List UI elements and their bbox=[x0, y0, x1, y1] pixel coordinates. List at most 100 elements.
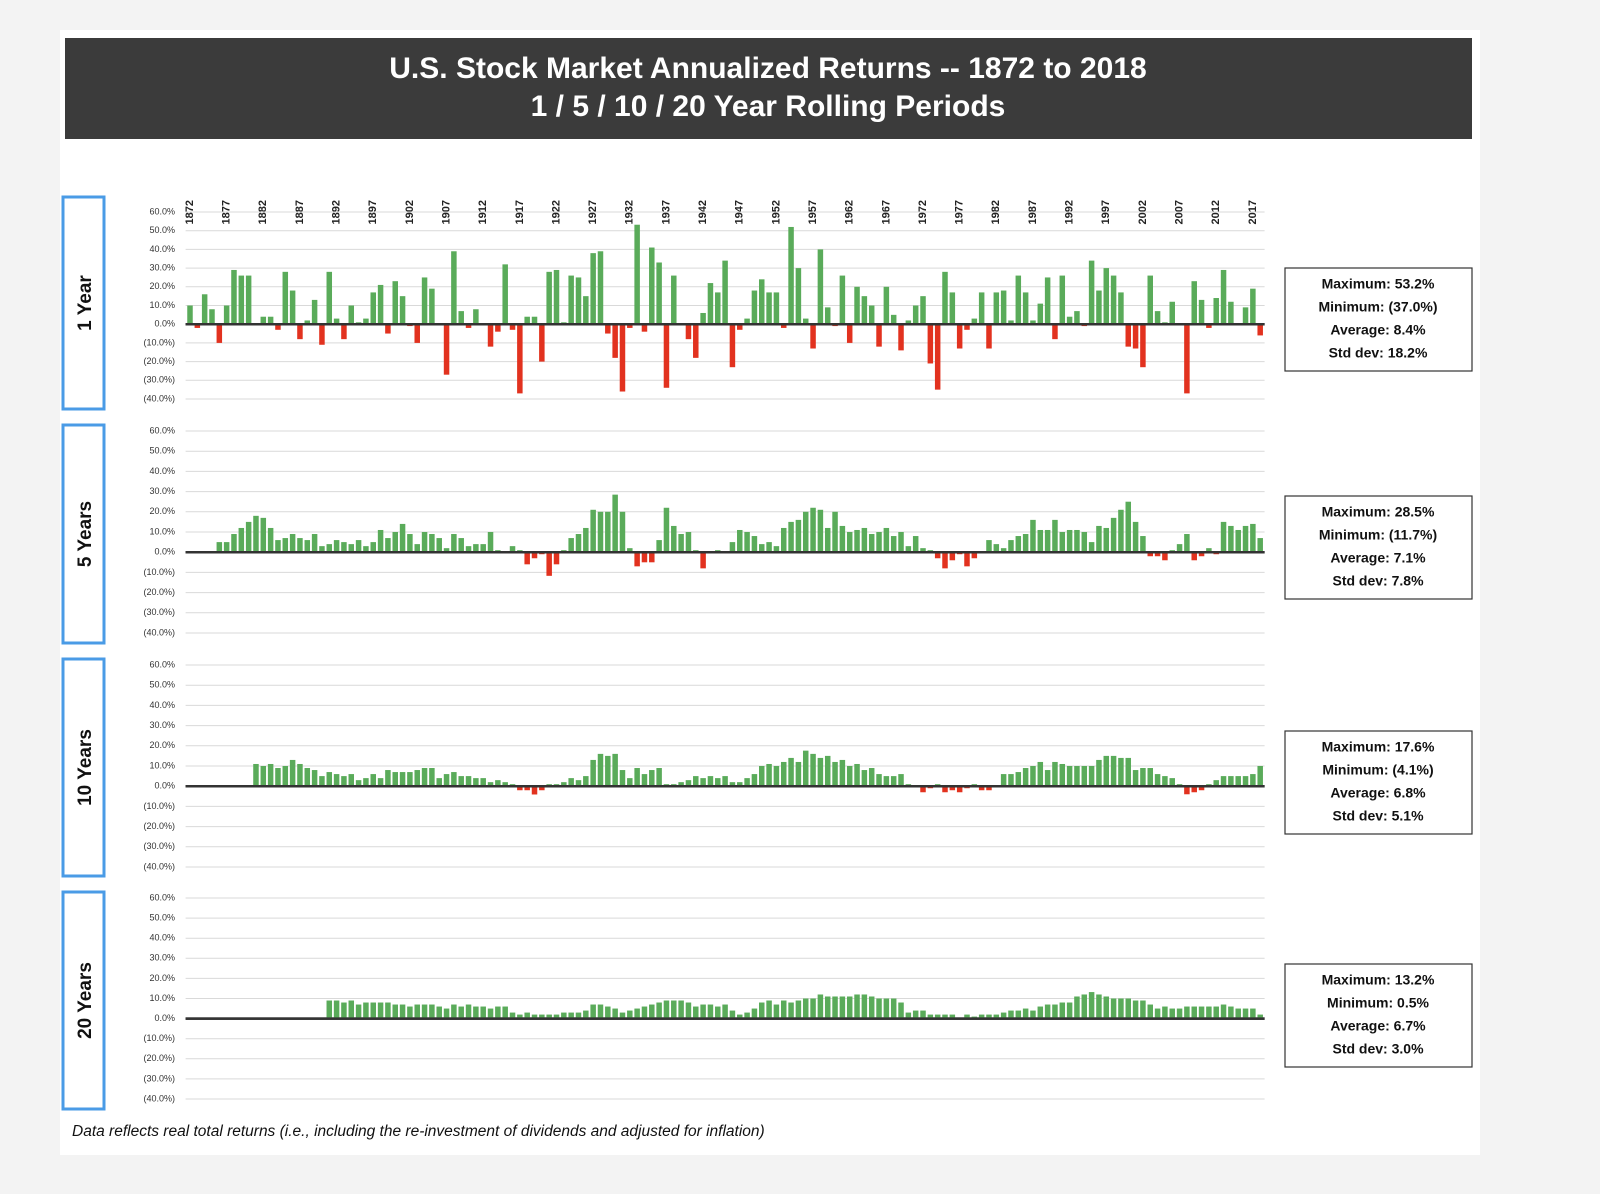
bar bbox=[590, 1004, 596, 1019]
stat-line: Std dev: 3.0% bbox=[1332, 1041, 1424, 1057]
bar bbox=[1250, 774, 1256, 787]
bar bbox=[363, 546, 369, 553]
bar bbox=[773, 546, 780, 553]
bar bbox=[253, 763, 259, 787]
bar bbox=[524, 1012, 530, 1019]
bar bbox=[986, 324, 992, 349]
bar bbox=[612, 753, 618, 787]
bar bbox=[590, 509, 596, 553]
bar bbox=[927, 324, 934, 364]
bar bbox=[568, 538, 574, 553]
bar bbox=[414, 324, 420, 343]
bar bbox=[824, 996, 831, 1019]
bar bbox=[854, 529, 860, 553]
y-tick-label: (20.0%) bbox=[143, 1053, 175, 1063]
bar bbox=[407, 1006, 413, 1019]
bar bbox=[238, 527, 245, 553]
bar bbox=[1176, 544, 1183, 553]
stats-box bbox=[1284, 267, 1473, 372]
bar bbox=[978, 786, 985, 791]
bar bbox=[1206, 1006, 1212, 1019]
bar bbox=[487, 532, 494, 553]
bar bbox=[1074, 311, 1080, 325]
bar bbox=[575, 534, 582, 553]
bar bbox=[289, 534, 296, 553]
bar bbox=[531, 552, 538, 559]
bar bbox=[524, 552, 530, 565]
bar bbox=[1096, 290, 1102, 325]
stat-line: Minimum: (11.7%) bbox=[1319, 527, 1437, 543]
bar bbox=[414, 770, 420, 787]
bar bbox=[722, 1004, 728, 1019]
bar bbox=[832, 511, 838, 553]
bar bbox=[641, 1006, 648, 1019]
bar bbox=[355, 540, 362, 553]
bar bbox=[429, 288, 435, 325]
bar bbox=[341, 776, 347, 787]
bar bbox=[421, 1004, 428, 1019]
bar bbox=[1110, 275, 1117, 325]
bar bbox=[715, 292, 721, 325]
bar bbox=[737, 782, 743, 787]
bar bbox=[1228, 776, 1234, 787]
bar bbox=[429, 1004, 435, 1019]
bar bbox=[1154, 1008, 1161, 1019]
bar bbox=[1191, 552, 1197, 561]
bar bbox=[1088, 542, 1095, 553]
panel-label-box bbox=[61, 657, 106, 878]
bar bbox=[949, 786, 956, 791]
bar bbox=[1052, 324, 1058, 340]
y-tick-label: 10.0% bbox=[149, 526, 175, 536]
bar bbox=[385, 770, 391, 787]
bar bbox=[458, 538, 464, 553]
bar bbox=[473, 778, 479, 787]
bar bbox=[854, 763, 860, 787]
bar bbox=[1169, 301, 1175, 325]
bar bbox=[964, 552, 970, 567]
bar bbox=[348, 774, 355, 787]
bar bbox=[1066, 529, 1073, 553]
bar bbox=[817, 994, 824, 1019]
bar bbox=[436, 778, 442, 787]
bar bbox=[861, 770, 868, 787]
bar bbox=[1044, 1004, 1051, 1019]
bar bbox=[231, 269, 237, 325]
bar bbox=[1154, 311, 1161, 325]
bar bbox=[656, 262, 662, 325]
y-tick-label: (10.0%) bbox=[143, 801, 175, 811]
bar bbox=[275, 768, 281, 787]
bar bbox=[671, 275, 677, 325]
bar bbox=[1235, 1008, 1241, 1019]
bar bbox=[942, 1014, 948, 1019]
bar bbox=[502, 782, 508, 787]
bar bbox=[964, 1014, 970, 1019]
bar bbox=[846, 324, 853, 343]
y-tick-label: (40.0%) bbox=[143, 1093, 175, 1103]
bar bbox=[1066, 1002, 1073, 1019]
bar bbox=[517, 1014, 523, 1019]
bar bbox=[429, 768, 435, 787]
bar bbox=[1081, 532, 1088, 553]
bar bbox=[890, 314, 897, 325]
bar bbox=[1015, 772, 1022, 787]
y-tick-label: 10.0% bbox=[149, 300, 175, 310]
bar bbox=[883, 998, 890, 1019]
bar bbox=[890, 998, 897, 1019]
bar bbox=[824, 527, 831, 553]
bar bbox=[715, 1006, 721, 1019]
bar bbox=[1125, 324, 1132, 347]
bar bbox=[854, 994, 860, 1019]
bar bbox=[1169, 778, 1175, 787]
bar bbox=[553, 269, 560, 325]
bar bbox=[1198, 786, 1205, 791]
bar bbox=[377, 1002, 384, 1019]
bar bbox=[678, 534, 684, 553]
bar bbox=[436, 1006, 442, 1019]
bar bbox=[370, 1002, 377, 1019]
bar bbox=[905, 546, 912, 553]
bar bbox=[685, 324, 692, 340]
bar bbox=[744, 778, 750, 787]
bar bbox=[942, 552, 948, 569]
bar bbox=[451, 772, 457, 787]
bar bbox=[1074, 996, 1080, 1019]
